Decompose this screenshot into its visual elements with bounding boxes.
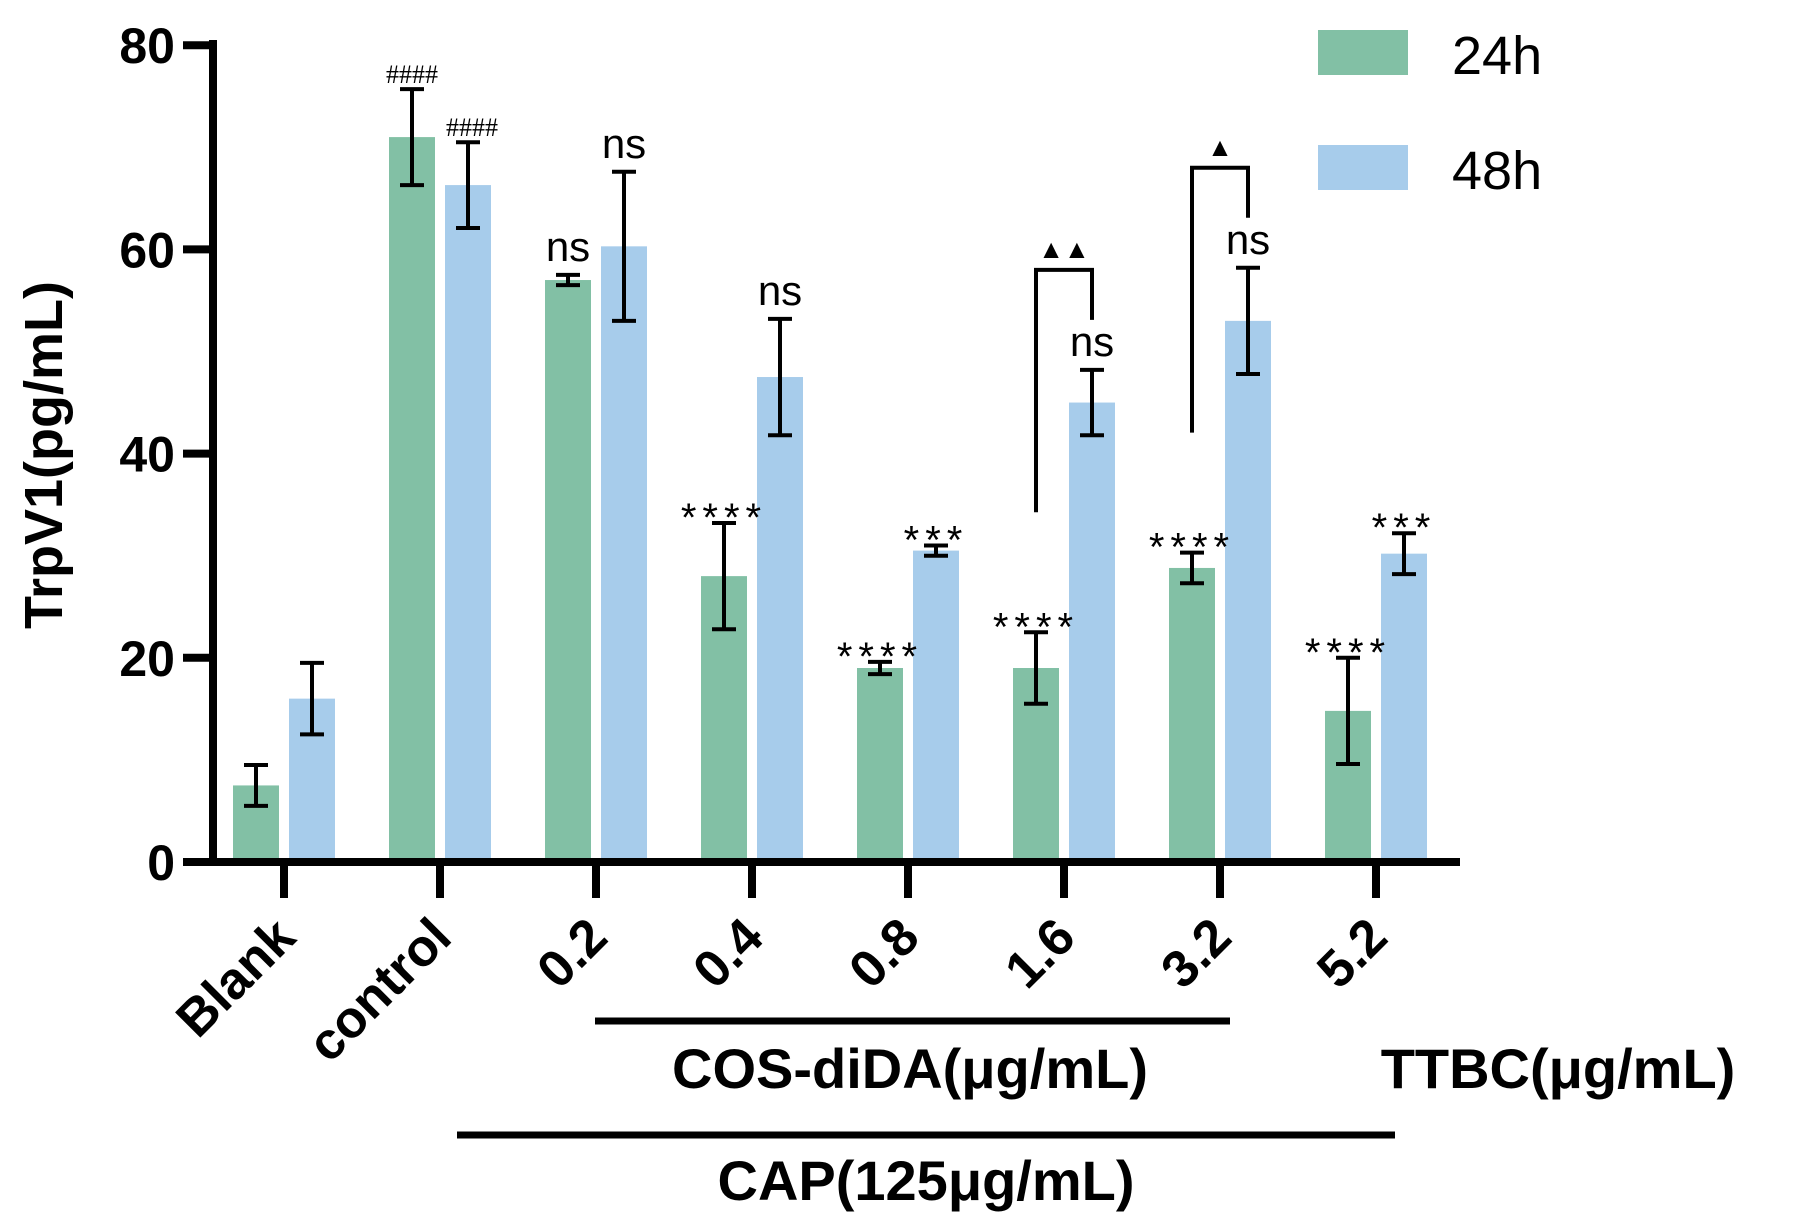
legend-swatch-48h [1318, 145, 1408, 190]
cos-group-label: COS-diDA(μg/mL) [672, 1037, 1148, 1100]
error-bar-48h-control [456, 140, 480, 230]
legend-label-48h: 48h [1452, 141, 1542, 201]
sig-label-24h-1-6: **** [993, 605, 1079, 649]
legend-label-24h: 24h [1452, 26, 1542, 86]
bar-48h-0-4 [757, 377, 803, 862]
y-axis-label: TrpV1(pg/mL) [14, 281, 74, 629]
bar-24h-3-2 [1169, 567, 1215, 862]
bar-48h-3-2 [1225, 320, 1271, 862]
sig-label-48h-3-2: ns [1226, 216, 1270, 263]
x-tick-label-0-4: 0.4 [682, 907, 774, 999]
comparison-symbol-1-6: ▲▲ [1038, 234, 1089, 264]
error-bar-48h-blank [300, 660, 324, 737]
legend-swatch-24h [1318, 30, 1408, 75]
comparison-brackets: ▲▲▲ [1034, 132, 1250, 513]
error-bar-24h-1-6 [1024, 630, 1048, 706]
bar-48h-0-8 [913, 550, 959, 862]
bars [233, 137, 1427, 863]
comparison-bracket-3-2: ▲ [1190, 132, 1250, 433]
error-bar-48h-3-2 [1236, 265, 1260, 376]
sig-label-24h-5-2: **** [1305, 631, 1391, 675]
error-bar-24h-blank [244, 763, 268, 808]
y-axis-ticks: 0 20 40 60 80 [119, 18, 213, 891]
x-tick-label-3-2: 3.2 [1150, 907, 1242, 999]
ttbc-group-label: TTBC(μg/mL) [1381, 1037, 1736, 1100]
error-bar-24h-0-2 [556, 272, 580, 288]
bar-24h-control [389, 137, 435, 863]
legend: 24h 48h [1318, 26, 1542, 201]
sig-label-48h-0-4: ns [758, 267, 802, 314]
sig-label-48h-5-2: *** [1372, 506, 1437, 550]
error-bar-48h-0-8 [924, 543, 948, 558]
significance-labels: #### ns **** **** **** **** **** #### ns ns *** ns n… [386, 60, 1437, 679]
y-tick-label-80: 80 [119, 18, 175, 74]
error-bar-48h-0-2 [612, 169, 636, 323]
y-tick-label-40: 40 [119, 427, 175, 483]
bar-48h-1-6 [1069, 402, 1115, 862]
y-tick-label-0: 0 [147, 835, 175, 891]
x-tick-label-blank: Blank [165, 907, 306, 1048]
error-bars [244, 87, 1416, 808]
x-tick-label-control: control [297, 907, 463, 1073]
y-tick-label-20: 20 [119, 631, 175, 687]
sig-label-48h-1-6: ns [1070, 318, 1114, 365]
sig-label-24h-control: #### [386, 60, 438, 89]
x-tick-label-0-2: 0.2 [526, 907, 618, 999]
error-bar-48h-0-4 [768, 316, 792, 438]
sig-label-24h-0-4: **** [681, 496, 767, 540]
cap-group-label: CAP(125μg/mL) [718, 1149, 1135, 1212]
sig-label-48h-0-2: ns [602, 120, 646, 167]
bar-24h-0-2 [545, 280, 591, 862]
error-bar-24h-0-4 [712, 521, 736, 632]
error-bar-48h-1-6 [1080, 367, 1104, 438]
y-tick-label-60: 60 [119, 222, 175, 278]
x-tick-label-1-6: 1.6 [994, 907, 1086, 999]
bar-48h-0-2 [601, 246, 647, 862]
x-tick-label-0-8: 0.8 [838, 907, 930, 999]
sig-label-24h-0-2: ns [546, 223, 590, 270]
comparison-symbol-3-2: ▲ [1207, 132, 1233, 162]
error-bar-24h-control [400, 87, 424, 188]
bar-48h-5-2 [1381, 553, 1427, 862]
bar-24h-0-8 [857, 668, 903, 862]
error-bar-48h-5-2 [1392, 531, 1416, 577]
sig-label-24h-0-8: **** [837, 635, 923, 679]
error-bar-24h-0-8 [868, 659, 892, 677]
bar-48h-control [445, 185, 491, 862]
sig-label-24h-3-2: **** [1149, 526, 1235, 570]
comparison-bracket-1-6: ▲▲ [1034, 234, 1094, 513]
sig-label-48h-0-8: *** [904, 518, 969, 562]
group-annotations: COS-diDA(μg/mL) TTBC(μg/mL) CAP(125μg/mL… [457, 1017, 1736, 1212]
sig-label-48h-control: #### [446, 113, 498, 142]
error-bar-24h-5-2 [1336, 655, 1360, 766]
error-bar-24h-3-2 [1180, 550, 1204, 586]
x-tick-label-5-2: 5.2 [1306, 907, 1398, 999]
